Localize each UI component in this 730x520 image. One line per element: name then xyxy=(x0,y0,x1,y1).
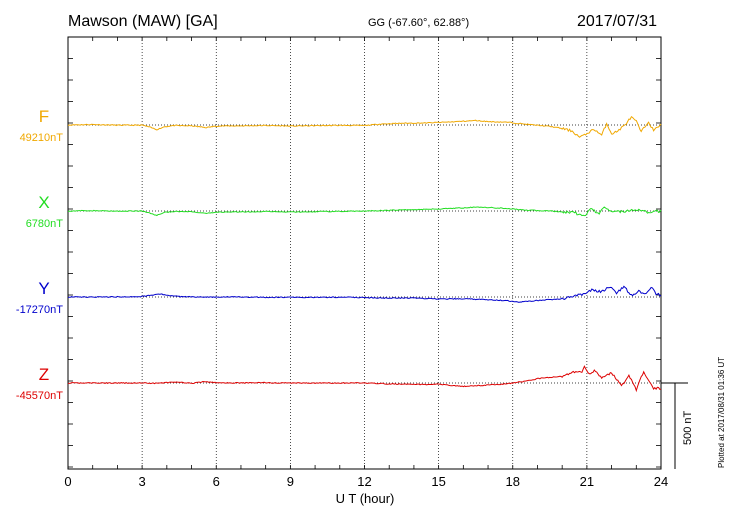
series-line-z xyxy=(68,365,662,393)
x-tick-label: 21 xyxy=(580,474,594,489)
series-baseline-value-z: -45570nT xyxy=(16,390,63,402)
scale-bar-label: 500 nT xyxy=(682,410,694,445)
series-name-f: F xyxy=(39,107,49,126)
series-baseline-value-f: 49210nT xyxy=(20,132,64,144)
series-line-f xyxy=(67,115,662,138)
x-tick-label: 15 xyxy=(431,474,445,489)
chart-header-date: 2017/07/31 xyxy=(577,13,658,30)
x-tick-label: 3 xyxy=(139,474,146,489)
series-name-y: Y xyxy=(38,279,49,298)
x-tick-label: 6 xyxy=(213,474,220,489)
series-baseline-value-x: 6780nT xyxy=(26,218,64,230)
x-tick-label: 18 xyxy=(506,474,520,489)
series-baseline-value-y: -17270nT xyxy=(16,304,63,316)
x-tick-label: 12 xyxy=(357,474,371,489)
series-name-x: X xyxy=(38,193,49,212)
scale-bar: 500 nT xyxy=(661,382,694,469)
x-tick-label: 24 xyxy=(654,474,668,489)
chart-header-station: Mawson (MAW) [GA] xyxy=(68,13,218,30)
chart-header-coords: GG (-67.60°, 62.88°) xyxy=(368,17,470,29)
x-tick-label: 9 xyxy=(287,474,294,489)
x-axis-label: U T (hour) xyxy=(336,491,395,506)
series-name-z: Z xyxy=(39,365,49,384)
series-line-y xyxy=(67,285,662,303)
plotted-at-note: Plotted at 2017/08/31 01:36 UT xyxy=(717,357,726,468)
x-tick-label: 0 xyxy=(64,474,71,489)
series-line-x xyxy=(67,206,662,217)
